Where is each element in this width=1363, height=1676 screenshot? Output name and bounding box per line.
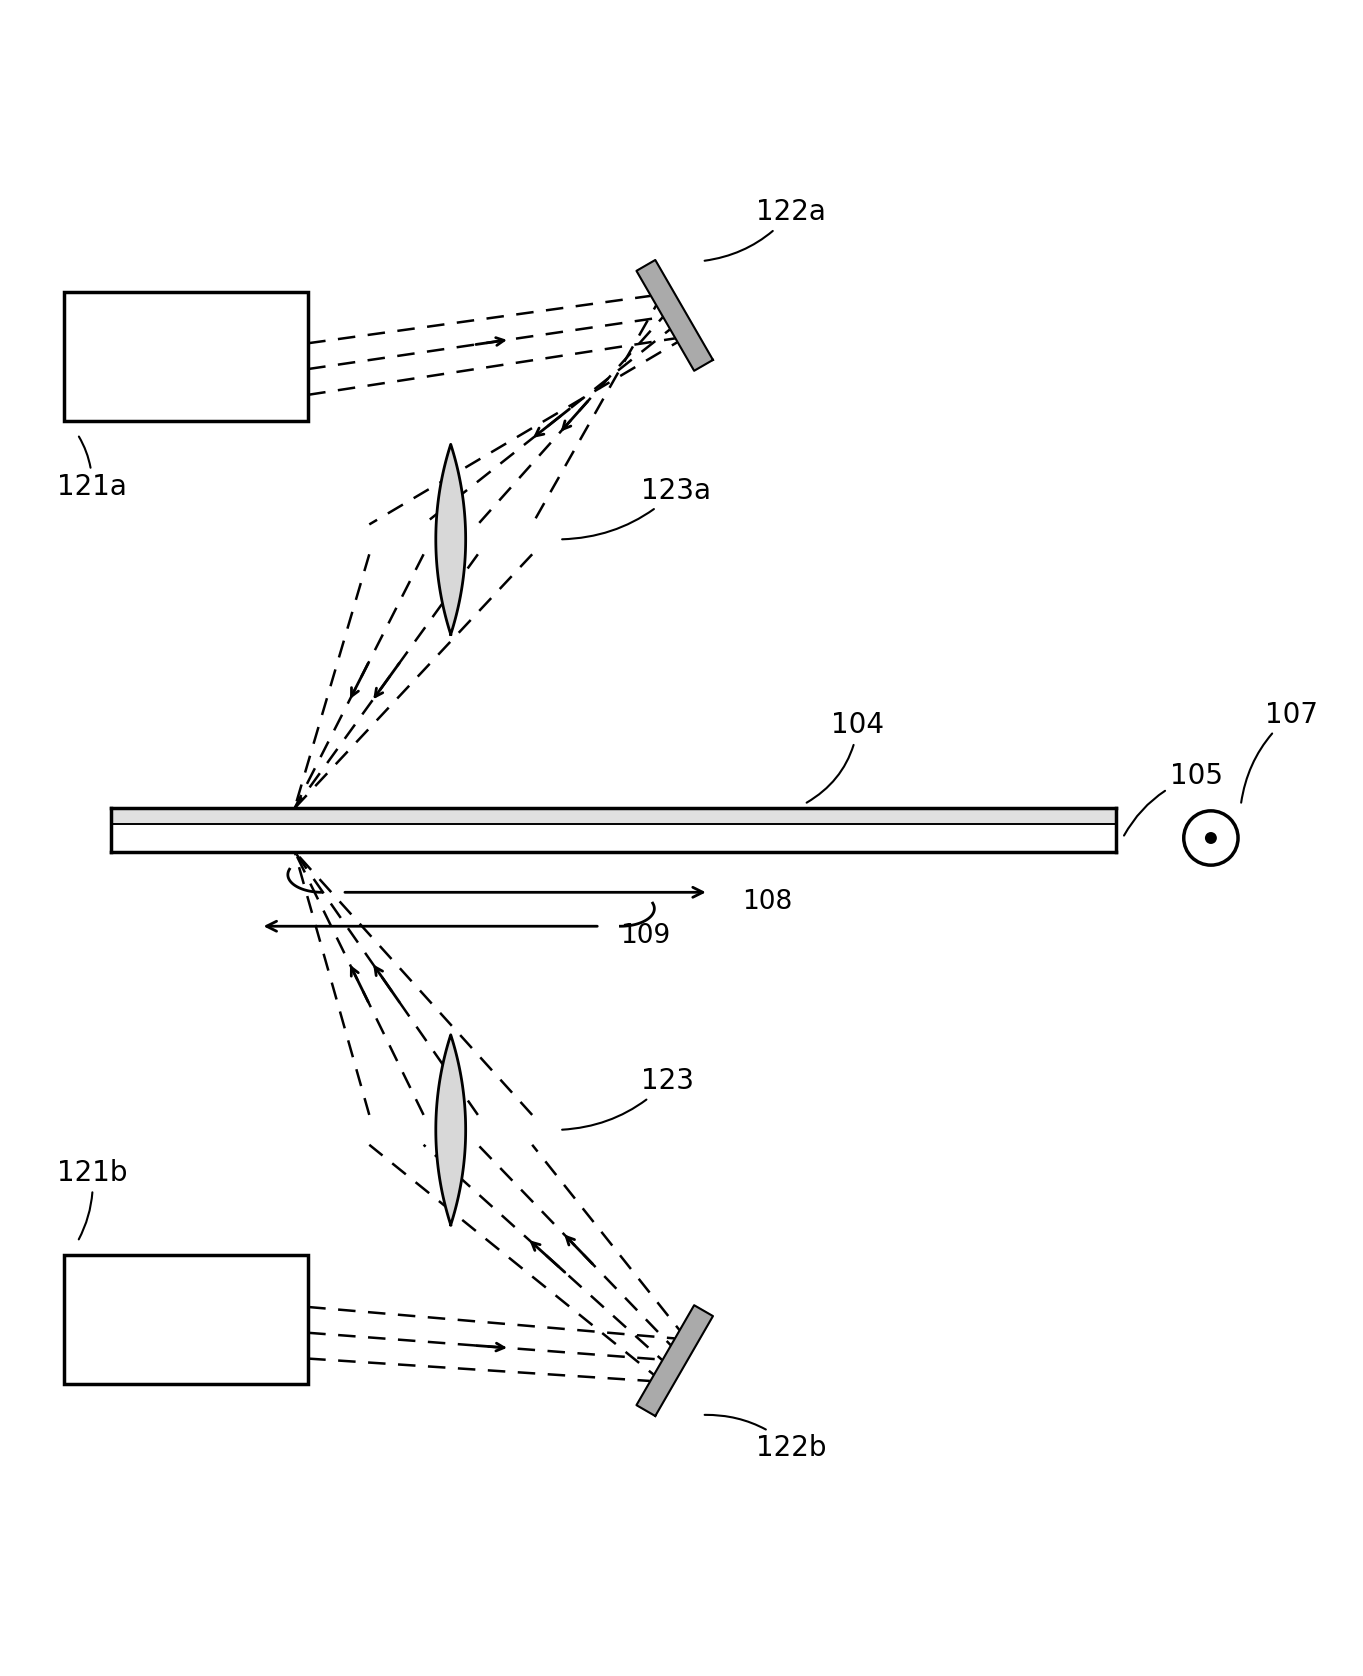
Polygon shape (436, 1034, 466, 1225)
Circle shape (1205, 831, 1217, 845)
Text: 123a: 123a (562, 476, 710, 540)
Text: 122a: 122a (705, 198, 826, 261)
Text: 105: 105 (1124, 761, 1223, 836)
Polygon shape (637, 1306, 713, 1416)
Text: 123: 123 (562, 1068, 694, 1130)
Text: 109: 109 (620, 922, 671, 949)
Polygon shape (436, 444, 466, 635)
Polygon shape (112, 825, 1116, 851)
Bar (64, 292, 308, 421)
Bar (64, 1255, 308, 1384)
Text: 121a: 121a (57, 436, 127, 501)
Polygon shape (637, 260, 713, 370)
Text: 104: 104 (807, 712, 885, 803)
Text: 122b: 122b (705, 1415, 826, 1461)
Text: 108: 108 (743, 888, 793, 915)
Text: 121b: 121b (57, 1158, 128, 1239)
Polygon shape (112, 808, 1116, 825)
Text: 107: 107 (1242, 701, 1318, 803)
